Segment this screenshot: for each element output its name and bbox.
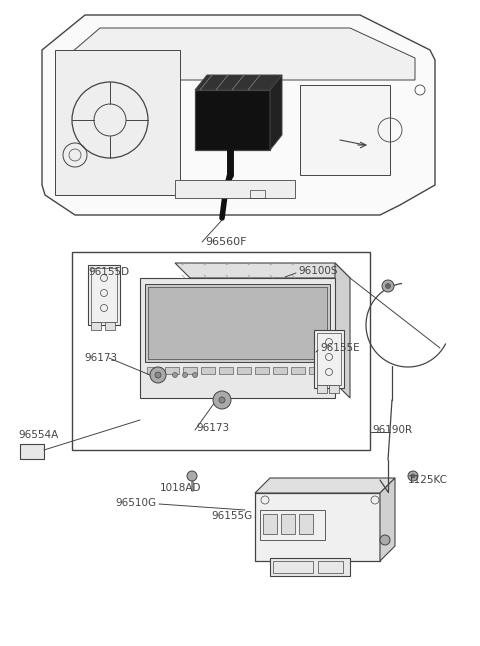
Bar <box>183 367 197 374</box>
Text: 96100S: 96100S <box>298 266 337 276</box>
Bar <box>255 367 269 374</box>
Circle shape <box>213 391 231 409</box>
Circle shape <box>380 535 390 545</box>
Polygon shape <box>195 75 282 90</box>
Bar <box>260 510 325 540</box>
Text: 96173: 96173 <box>196 423 229 433</box>
Bar <box>195 90 270 150</box>
Bar <box>91 322 101 330</box>
Polygon shape <box>55 50 180 195</box>
Bar <box>145 284 330 362</box>
Bar <box>88 265 120 325</box>
Circle shape <box>382 280 394 292</box>
Bar <box>250 190 265 198</box>
Bar <box>263 514 277 534</box>
Text: 96155E: 96155E <box>320 343 360 353</box>
Bar <box>219 367 233 374</box>
Bar <box>314 330 344 388</box>
Circle shape <box>182 373 188 377</box>
Bar <box>318 561 343 573</box>
Circle shape <box>385 284 391 289</box>
Text: 1125KC: 1125KC <box>408 475 448 485</box>
Text: 96155G: 96155G <box>211 511 252 521</box>
Polygon shape <box>380 478 395 561</box>
Bar <box>273 367 287 374</box>
Bar <box>309 367 323 374</box>
Polygon shape <box>335 263 350 398</box>
Text: 96554A: 96554A <box>18 430 58 440</box>
Bar <box>317 385 327 393</box>
Bar <box>300 85 390 175</box>
Polygon shape <box>65 28 415 80</box>
Bar <box>147 367 161 374</box>
Text: 96510G: 96510G <box>115 498 156 508</box>
Circle shape <box>155 372 161 378</box>
Circle shape <box>219 397 225 403</box>
Text: 96560F: 96560F <box>205 237 247 247</box>
Bar <box>299 514 313 534</box>
Bar <box>175 180 295 198</box>
Circle shape <box>187 471 197 481</box>
Bar <box>91 268 117 322</box>
Circle shape <box>411 474 415 478</box>
Polygon shape <box>270 75 282 150</box>
Bar <box>273 561 313 573</box>
Bar <box>72 252 370 450</box>
Bar <box>255 493 380 561</box>
Bar <box>148 287 327 359</box>
Polygon shape <box>42 15 435 215</box>
Bar <box>165 367 179 374</box>
Bar <box>237 367 251 374</box>
Circle shape <box>192 373 197 377</box>
Text: 96155D: 96155D <box>88 267 129 277</box>
Polygon shape <box>175 263 350 278</box>
Bar <box>281 514 295 534</box>
Polygon shape <box>255 478 395 493</box>
Bar <box>329 385 339 393</box>
Bar <box>105 322 115 330</box>
Bar <box>140 278 335 398</box>
Text: 1018AD: 1018AD <box>160 483 202 493</box>
Bar <box>270 558 350 576</box>
Circle shape <box>150 367 166 383</box>
Circle shape <box>172 373 178 377</box>
Bar <box>291 367 305 374</box>
Bar <box>201 367 215 374</box>
Bar <box>20 444 44 459</box>
Text: 96173: 96173 <box>84 353 117 363</box>
Bar <box>317 333 341 385</box>
Text: 96190R: 96190R <box>372 425 412 435</box>
Circle shape <box>408 471 418 481</box>
